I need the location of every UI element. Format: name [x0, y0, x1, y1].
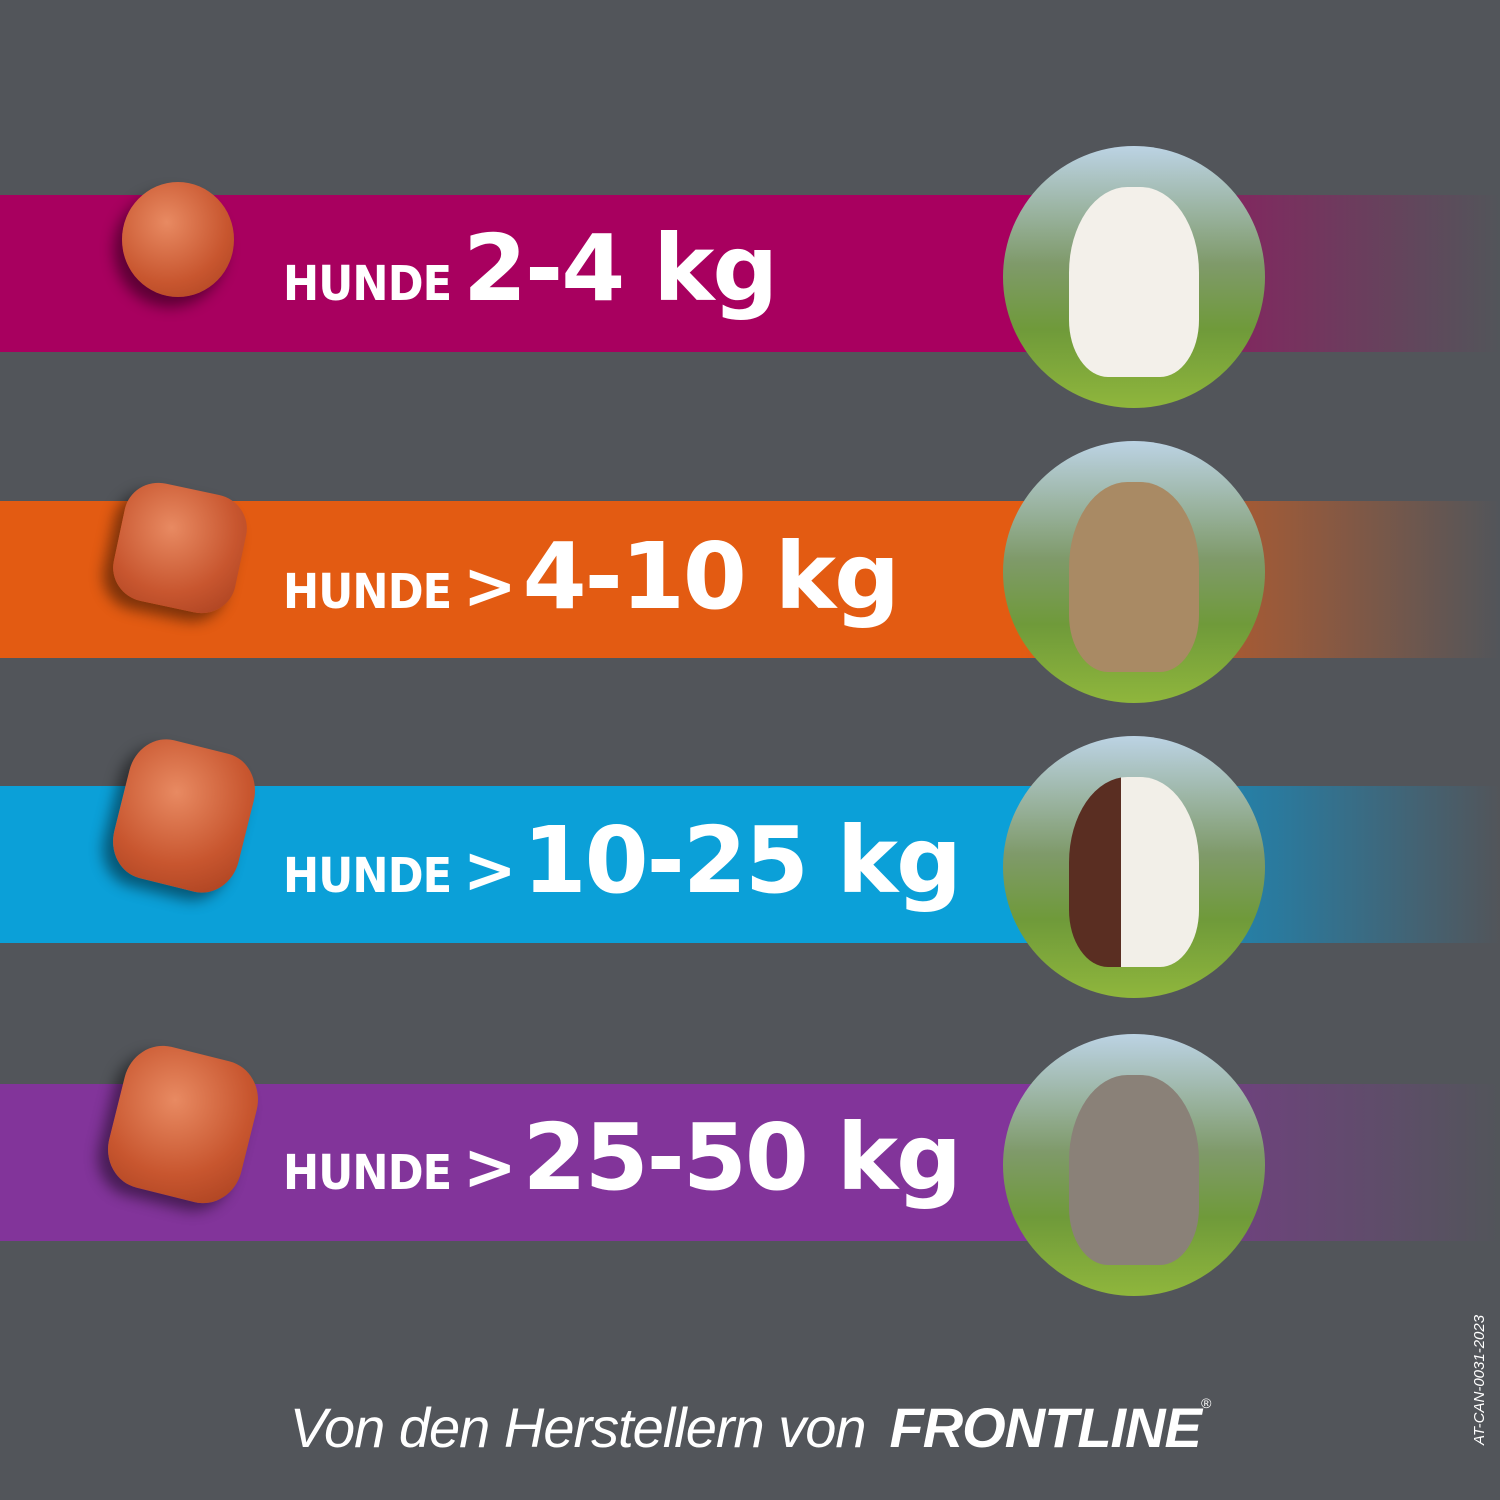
terrier-dog-photo: [1003, 441, 1265, 703]
hunde-text: HUNDE: [283, 564, 452, 620]
greater-than-sign: >: [463, 834, 517, 908]
weight-label-1: HUNDE 2-4 kg: [283, 215, 778, 322]
spaniel-dog-photo: [1003, 736, 1265, 998]
weimaraner-dog-photo: [1003, 1034, 1265, 1296]
weight-range: 4-10 kg: [522, 523, 900, 630]
weight-label-2: HUNDE > 4-10 kg: [283, 523, 900, 630]
hunde-text: HUNDE: [283, 1145, 452, 1201]
approval-code: AT-CAN-0031-2023: [1471, 1314, 1488, 1445]
weight-range: 2-4 kg: [463, 215, 778, 322]
weight-label-4: HUNDE > 25-50 kg: [283, 1104, 962, 1211]
brand-logo: FRONTLINE: [889, 1396, 1201, 1459]
weight-label-3: HUNDE > 10-25 kg: [283, 807, 962, 914]
greater-than-sign: >: [463, 550, 517, 624]
footer-text: Von den Herstellern von: [289, 1396, 867, 1459]
maltese-dog-photo: [1003, 146, 1265, 408]
footer-tagline: Von den Herstellern von FRONTLINE®: [0, 1395, 1500, 1460]
registered-mark: ®: [1200, 1395, 1211, 1411]
weight-range: 10-25 kg: [522, 807, 962, 914]
chew-tablet-small: [122, 182, 234, 297]
weight-range: 25-50 kg: [522, 1104, 962, 1211]
greater-than-sign: >: [463, 1131, 517, 1205]
hunde-text: HUNDE: [283, 256, 452, 312]
hunde-text: HUNDE: [283, 848, 452, 904]
